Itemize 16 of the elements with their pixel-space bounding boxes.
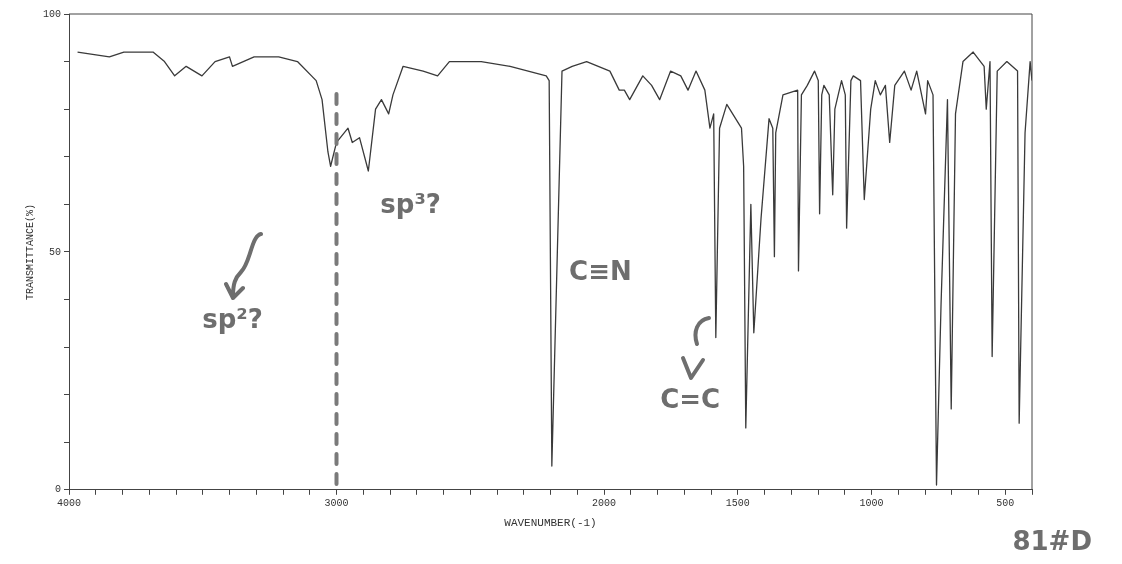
x-tick-label: 2000: [591, 498, 617, 510]
annotation: sp³?: [380, 189, 441, 220]
y-axis-title: TRANSMITTANCE(%): [24, 203, 36, 300]
x-axis-title: WAVENUMBER(-1): [504, 517, 597, 530]
x-tick-label: 1000: [859, 498, 884, 510]
annotation: sp²?: [202, 303, 263, 334]
y-tick-label: 50: [48, 246, 61, 258]
annotation: C=C: [660, 384, 721, 415]
x-tick-label: 4000: [57, 498, 82, 510]
annotation: C≡N: [569, 255, 632, 286]
text: 81#D: [1012, 526, 1092, 556]
x-tick-label: 3000: [324, 498, 349, 510]
x-tick-label: 500: [996, 498, 1015, 510]
y-tick-label: 0: [54, 484, 61, 496]
y-tick-label: 100: [42, 8, 61, 20]
x-tick-label: 1500: [725, 498, 750, 510]
